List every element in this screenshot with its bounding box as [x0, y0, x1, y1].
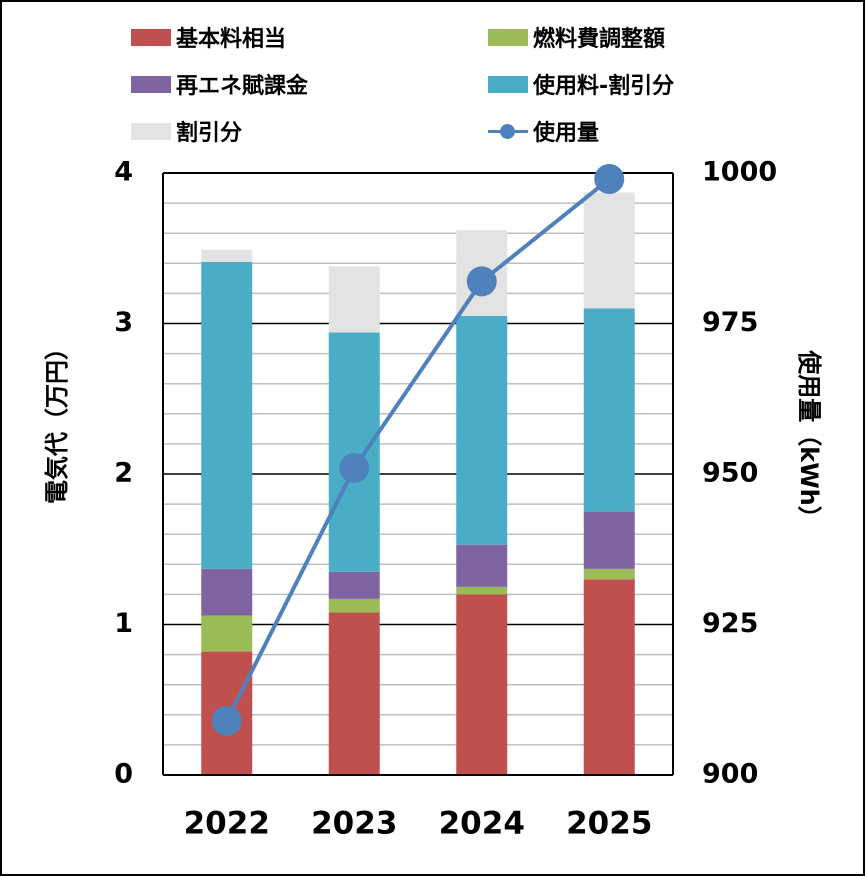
legend-label: 割引分 [176, 121, 243, 146]
x-tick-label: 2023 [311, 806, 397, 842]
x-tick-label: 2022 [184, 806, 270, 842]
bar-segment [583, 579, 635, 775]
usage-line-series [211, 164, 625, 736]
bar-segment [328, 332, 380, 572]
legend-label: 基本料相当 [176, 27, 287, 52]
usage-marker [339, 452, 370, 483]
y-tick-label: 1 [114, 608, 133, 639]
bar-segment [201, 615, 253, 652]
usage-marker [466, 266, 497, 297]
legend-label: 使用料-割引分 [533, 74, 675, 99]
y2-tick-label: 1000 [702, 157, 777, 188]
legend-label: 使用量 [533, 121, 600, 146]
usage-marker [594, 164, 625, 195]
legend-item-usage[interactable]: 使用量 [488, 116, 599, 146]
y-tick-label: 3 [114, 307, 133, 338]
legend-swatch [131, 75, 171, 93]
axes [162, 172, 674, 776]
legend-item-fuel-adjustment[interactable]: 燃料費調整額 [488, 22, 665, 52]
bar-segment [328, 266, 380, 333]
legend-swatch [488, 28, 528, 46]
bar-segment [583, 192, 635, 309]
bar-segment [456, 586, 508, 595]
x-tick-label: 2025 [566, 806, 652, 842]
y-tick-label: 4 [114, 157, 133, 188]
legend-label: 再エネ賦課金 [176, 74, 309, 99]
bar-segment [201, 261, 253, 569]
legend-line-marker-icon [488, 121, 528, 141]
y2-tick-label: 925 [702, 608, 758, 639]
y-axis-label: 電気代（万円） [43, 336, 71, 504]
legend-item-renewable-levy[interactable]: 再エネ賦課金 [131, 69, 308, 99]
y2-axis-label: 使用量（kWh） [795, 349, 823, 530]
legend-swatch [131, 28, 171, 46]
y-tick-label: 0 [114, 759, 133, 790]
legend-item-usage-minus-discount[interactable]: 使用料-割引分 [488, 69, 674, 99]
usage-line [224, 177, 611, 722]
bar-segment [456, 544, 508, 587]
y-tick-label: 2 [114, 458, 133, 489]
y2-tick-label: 975 [702, 307, 758, 338]
legend: 基本料相当 燃料費調整額 再エネ賦課金 使用料-割引分 割引分 使用量 [0, 0, 865, 160]
legend-swatch [131, 122, 171, 140]
legend-swatch [488, 75, 528, 93]
bar-segment [201, 568, 253, 616]
bar-segment [328, 571, 380, 599]
x-tick-label: 2024 [439, 806, 525, 842]
tick-labels: 0 1 2 3 4 900 925 950 975 1000 2022 2023 2024 2025 [114, 157, 777, 842]
bar-segment [456, 594, 508, 775]
bar-segment [328, 598, 380, 613]
bar-segment [201, 249, 253, 262]
bar-segment [328, 612, 380, 775]
bar-segment [583, 568, 635, 580]
y2-tick-label: 950 [702, 458, 758, 489]
legend-label: 燃料費調整額 [533, 27, 666, 52]
bar-segment [583, 308, 635, 512]
bar-segment [583, 511, 635, 569]
legend-item-base-fee[interactable]: 基本料相当 [131, 22, 286, 52]
legend-item-discount[interactable]: 割引分 [131, 116, 242, 146]
y2-tick-label: 900 [702, 759, 758, 790]
bars [201, 192, 635, 775]
bar-segment [456, 315, 508, 545]
usage-marker [211, 705, 242, 736]
